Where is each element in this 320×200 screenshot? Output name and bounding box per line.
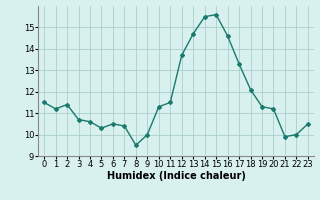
X-axis label: Humidex (Indice chaleur): Humidex (Indice chaleur): [107, 171, 245, 181]
